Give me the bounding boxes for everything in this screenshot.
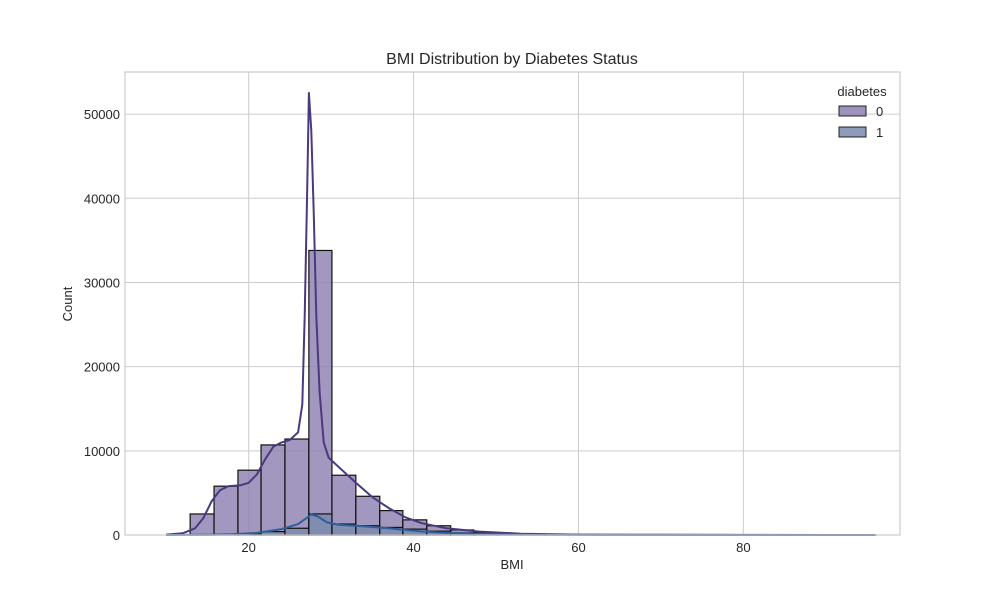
y-axis-label: Count (60, 286, 75, 321)
y-tick-label: 20000 (84, 360, 120, 375)
histogram-bar-series-0 (237, 469, 262, 536)
y-tick-label: 40000 (84, 191, 120, 206)
legend-label-1: 1 (876, 125, 883, 140)
legend-label-0: 0 (876, 104, 883, 119)
x-tick-label: 80 (736, 540, 750, 555)
histogram-bar-series-0 (189, 513, 215, 536)
x-tick-labels: 20 40 60 80 (241, 540, 750, 555)
histogram-bar-series-0 (284, 438, 310, 536)
y-tick-label: 30000 (84, 275, 120, 290)
legend: diabetes 0 1 (837, 84, 887, 140)
y-tick-label: 10000 (84, 444, 120, 459)
kde-line-series-0 (166, 92, 876, 536)
histogram-bar-series-1 (284, 527, 310, 536)
x-tick-label: 20 (241, 540, 255, 555)
x-tick-label: 60 (571, 540, 585, 555)
y-tick-label: 0 (113, 528, 120, 543)
x-tick-label: 40 (406, 540, 420, 555)
legend-swatch-1 (838, 126, 867, 138)
plot-frame (124, 71, 901, 536)
y-tick-label: 50000 (84, 107, 120, 122)
x-axis-label: BMI (500, 557, 523, 572)
legend-swatch-0 (838, 105, 867, 117)
legend-title: diabetes (837, 84, 887, 99)
plot-area (125, 72, 900, 535)
y-tick-labels: 0 10000 20000 30000 40000 50000 (84, 107, 120, 543)
chart-title: BMI Distribution by Diabetes Status (386, 51, 638, 68)
